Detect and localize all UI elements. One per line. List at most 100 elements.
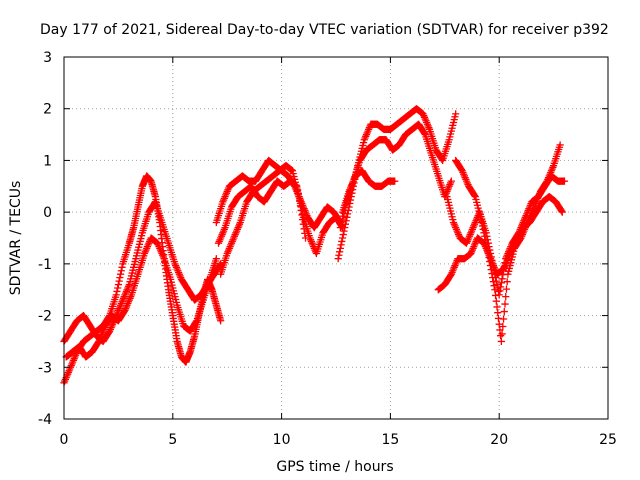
data-point (480, 239, 488, 247)
data-point (299, 220, 307, 228)
data-point (171, 260, 179, 268)
data-point (215, 237, 223, 246)
data-point (503, 278, 511, 286)
data-point (98, 330, 106, 339)
y-axis-title: SDTVAR / TECUs (8, 181, 24, 296)
data-point (140, 249, 149, 258)
data-point (480, 229, 488, 237)
data-point (465, 234, 473, 242)
data-point (365, 125, 373, 133)
data-point (98, 329, 107, 337)
data-point (534, 194, 542, 202)
data-point (222, 189, 231, 197)
data-point (99, 327, 107, 335)
data-point (469, 244, 477, 252)
data-point (450, 263, 458, 271)
data-point (549, 163, 557, 171)
data-point (118, 298, 126, 306)
data-point (494, 309, 502, 317)
data-point (534, 193, 542, 201)
data-point (235, 222, 243, 230)
data-point (143, 243, 152, 251)
data-point (441, 191, 450, 199)
data-point (119, 296, 127, 304)
data-point (470, 220, 479, 228)
data-point (502, 293, 510, 301)
data-point (462, 177, 471, 185)
data-point (452, 224, 460, 232)
data-point (112, 291, 120, 299)
data-point (229, 236, 237, 244)
data-point (69, 358, 77, 366)
y-tick-label: -2 (38, 309, 52, 325)
data-point (468, 248, 476, 256)
data-point (108, 322, 116, 330)
data-point (422, 117, 430, 125)
data-point (223, 249, 231, 258)
data-point (498, 330, 506, 338)
data-point (296, 197, 304, 205)
data-point (222, 191, 230, 199)
data-point (231, 230, 239, 239)
data-point (481, 241, 489, 249)
y-axis-ticks: -4 -3 -2 -1 0 1 2 3 (38, 50, 608, 428)
data-point (454, 230, 463, 239)
data-point (120, 293, 128, 301)
data-point (471, 239, 479, 247)
data-point (68, 360, 76, 368)
data-point (467, 249, 475, 258)
data-point (496, 287, 504, 295)
data-point (95, 337, 103, 346)
data-point (515, 234, 523, 242)
data-point (153, 239, 162, 247)
data-point (547, 167, 556, 175)
data-point (547, 168, 555, 177)
y-tick-label: 3 (43, 50, 52, 66)
data-point (115, 277, 123, 285)
data-point (544, 174, 553, 182)
data-point (532, 198, 540, 206)
x-tick-label: 20 (490, 432, 508, 448)
data-point (64, 368, 72, 377)
data-point (124, 299, 132, 308)
data-point (448, 268, 456, 277)
data-point (514, 236, 522, 244)
data-point (217, 234, 225, 242)
data-point (338, 234, 347, 242)
data-point (299, 216, 307, 224)
data-point (505, 253, 513, 261)
data-point (546, 170, 554, 178)
data-point (482, 244, 490, 252)
data-point (122, 289, 130, 297)
data-point (127, 293, 135, 301)
series-track-c (62, 234, 220, 361)
data-point (157, 248, 165, 256)
data-point (216, 236, 224, 244)
data-point (63, 372, 71, 380)
data-point (347, 182, 355, 190)
data-point (144, 241, 152, 249)
data-point (142, 246, 150, 254)
data-point (449, 218, 458, 227)
data-point (451, 222, 459, 230)
data-point (486, 255, 495, 263)
data-point (342, 217, 350, 225)
data-point (301, 234, 310, 242)
data-point (518, 227, 526, 235)
data-point (502, 285, 511, 293)
data-point (235, 220, 244, 228)
data-point (452, 110, 460, 118)
data-point (458, 167, 466, 175)
data-point (491, 291, 500, 300)
data-point (339, 230, 347, 239)
x-tick-label: 5 (168, 432, 177, 448)
data-point (486, 253, 494, 261)
plot-frame (63, 56, 609, 420)
data-point (490, 282, 498, 290)
data-point (470, 241, 479, 249)
data-point (472, 217, 480, 225)
data-point (362, 132, 370, 140)
data-point (504, 255, 512, 263)
data-point (489, 274, 497, 282)
data-point (225, 246, 233, 254)
